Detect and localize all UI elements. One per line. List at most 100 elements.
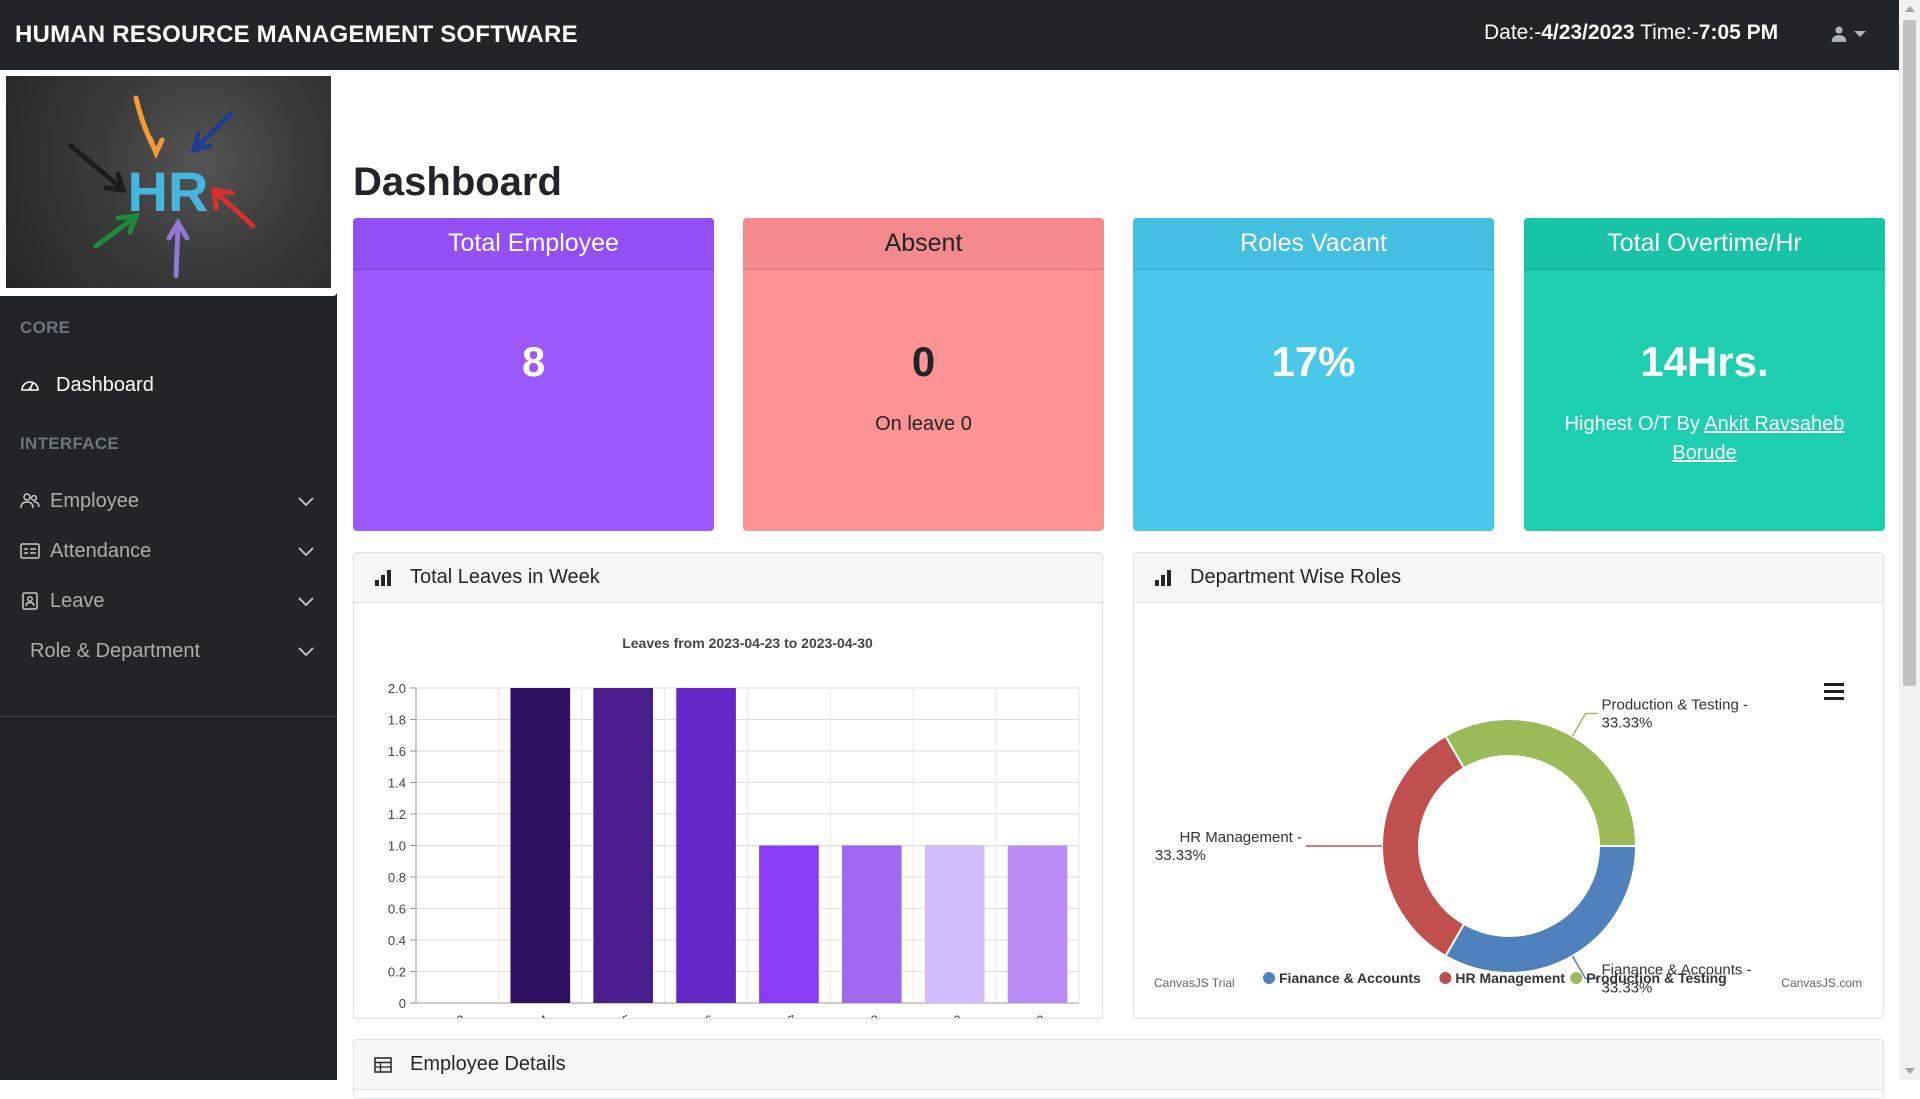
employee-link[interactable]: Ankit Ravsaheb Borude [1672,413,1845,464]
highest-overtime-text: Highest O/T By Ankit Ravsaheb Borude [1524,410,1885,468]
y-tick-label: 0 [399,996,406,1011]
interface-heading: INTERFACE [20,434,120,453]
date-time: Date:-4/23/2023 Time:-7:05 PM [1484,21,1778,45]
logo-text: HR [128,160,209,223]
leaves-panel: Total Leaves in Week Leaves from 2023-04… [353,552,1103,1019]
y-tick-label: 1.6 [388,744,406,759]
card-title: Total Overtime/Hr [1524,218,1885,270]
roles-panel: Department Wise Roles Fianance & Account… [1133,552,1884,1019]
legend-label: Production & Testing [1586,970,1727,986]
legend-label: HR Management [1455,970,1565,986]
y-tick-label: 0.6 [388,902,406,917]
y-tick-label: 2.0 [388,681,406,696]
x-tick-label: 2023-04-27 [730,1012,798,1018]
clipboard-person-icon [22,592,38,610]
x-tick-label: 2023-04-26 [647,1012,715,1018]
time-label: Time:- [1634,21,1699,44]
y-tick-label: 1.0 [388,839,406,854]
x-tick-label: 2023-04-30 [979,1012,1047,1018]
bar-chart-icon [1155,569,1171,586]
menu-bar [1824,697,1844,700]
sidebar-item-role-department[interactable]: Role & Department [0,631,337,671]
roles-vacant-card[interactable]: Roles Vacant 17% [1133,218,1494,531]
donut-slice [1444,845,1638,974]
leaves-bar-chart: Leaves from 2023-04-23 to 2023-04-30 0 0.2… [388,635,1080,1018]
panel-header: Employee Details [354,1040,1883,1090]
y-tick-label: 1.2 [388,807,406,822]
people-icon [20,493,40,509]
chart-menu-icon[interactable] [1824,683,1844,700]
chevron-down-icon [298,497,314,507]
x-tick-label: 2023-04-23 [399,1012,467,1018]
sidebar-item-leave[interactable]: Leave [0,581,337,621]
card-value: 8 [521,338,546,385]
legend-label: Fianance & Accounts [1279,970,1421,986]
y-tick-label: 1.8 [388,713,406,728]
date-label: Date:- [1484,21,1542,44]
y-tick-label: 0.2 [388,965,406,980]
sidebar-item-label: Employee [50,489,139,512]
bar [593,688,654,1003]
canvasjs-link[interactable]: CanvasJS.com [1781,976,1862,990]
gauge-icon [21,381,39,391]
date-value: 4/23/2023 [1541,21,1635,44]
y-tick-label: 1.4 [388,776,406,791]
scroll-up-icon[interactable] [1905,6,1915,12]
bar [510,688,571,1003]
card-value: 14Hrs. [1640,338,1769,385]
slice-label: HR Management -33.33% [1155,829,1302,864]
on-leave-text: On leave 0 [875,413,972,435]
bar [676,688,736,1003]
sidebar-item-employee[interactable]: Employee [0,481,337,521]
menu-bar [1824,683,1844,686]
x-tick-label: 2023-04-24 [482,1012,550,1018]
slice-connector [1571,712,1598,737]
total-overtime-card[interactable]: Total Overtime/Hr 14Hrs. Highest O/T By … [1524,218,1885,531]
slice-connector [1571,955,1598,980]
card-title: Total Employee [353,218,714,270]
panel-header: Total Leaves in Week [354,553,1102,603]
legend-marker [1570,972,1583,984]
card-value: 17% [1271,338,1356,385]
panel-title: Total Leaves in Week [410,566,600,588]
x-tick-label: 2023-04-25 [565,1012,633,1018]
sidebar-item-label: Leave [50,589,105,612]
sidebar-divider [0,716,337,717]
id-card-icon [20,543,40,559]
slice-label: Production & Testing -33.33% [1602,696,1748,731]
bar [1007,845,1068,1003]
core-heading: CORE [20,318,71,337]
panel-header: Department Wise Roles [1134,553,1883,603]
legend-marker [1439,972,1452,984]
employee-details-panel: Employee Details [353,1039,1884,1099]
sidebar-item-label: Role & Department [30,639,201,662]
slice-label: Fianance & Accounts -33.33% [1602,962,1752,997]
card-title: Absent [743,218,1104,270]
menu-bar [1824,690,1844,693]
caret-down-icon [1854,31,1866,37]
table-icon [374,1056,392,1073]
canvasjs-trial-label: CanvasJS Trial [1154,976,1235,990]
page-scrollbar[interactable] [1899,0,1920,1080]
chevron-down-icon [298,597,314,607]
user-dropdown[interactable] [1830,25,1866,43]
total-employee-card[interactable]: Total Employee 8 [353,218,714,531]
x-tick-label: 2023-04-28 [813,1012,881,1018]
scroll-down-icon[interactable] [1905,1068,1915,1074]
chevron-down-icon [298,547,314,557]
sidebar-item-attendance[interactable]: Attendance [0,531,337,571]
panel-title: Department Wise Roles [1190,566,1402,588]
hr-logo-image: HR [6,76,331,288]
panel-title: Employee Details [410,1053,566,1075]
sidebar-item-label: Attendance [50,539,152,562]
sidebar-item-dashboard[interactable]: Dashboard [0,365,337,405]
time-value: 7:05 PM [1698,21,1779,44]
chevron-down-icon [298,647,314,657]
bar-chart-icon [375,569,391,586]
chart-title: Leaves from 2023-04-23 to 2023-04-30 [622,635,873,651]
card-title: Roles Vacant [1133,218,1494,270]
donut-slice [1444,718,1638,847]
absent-card[interactable]: Absent 0 On leave 0 [743,218,1104,531]
y-tick-label: 0.8 [388,870,406,885]
scroll-thumb[interactable] [1903,20,1916,686]
